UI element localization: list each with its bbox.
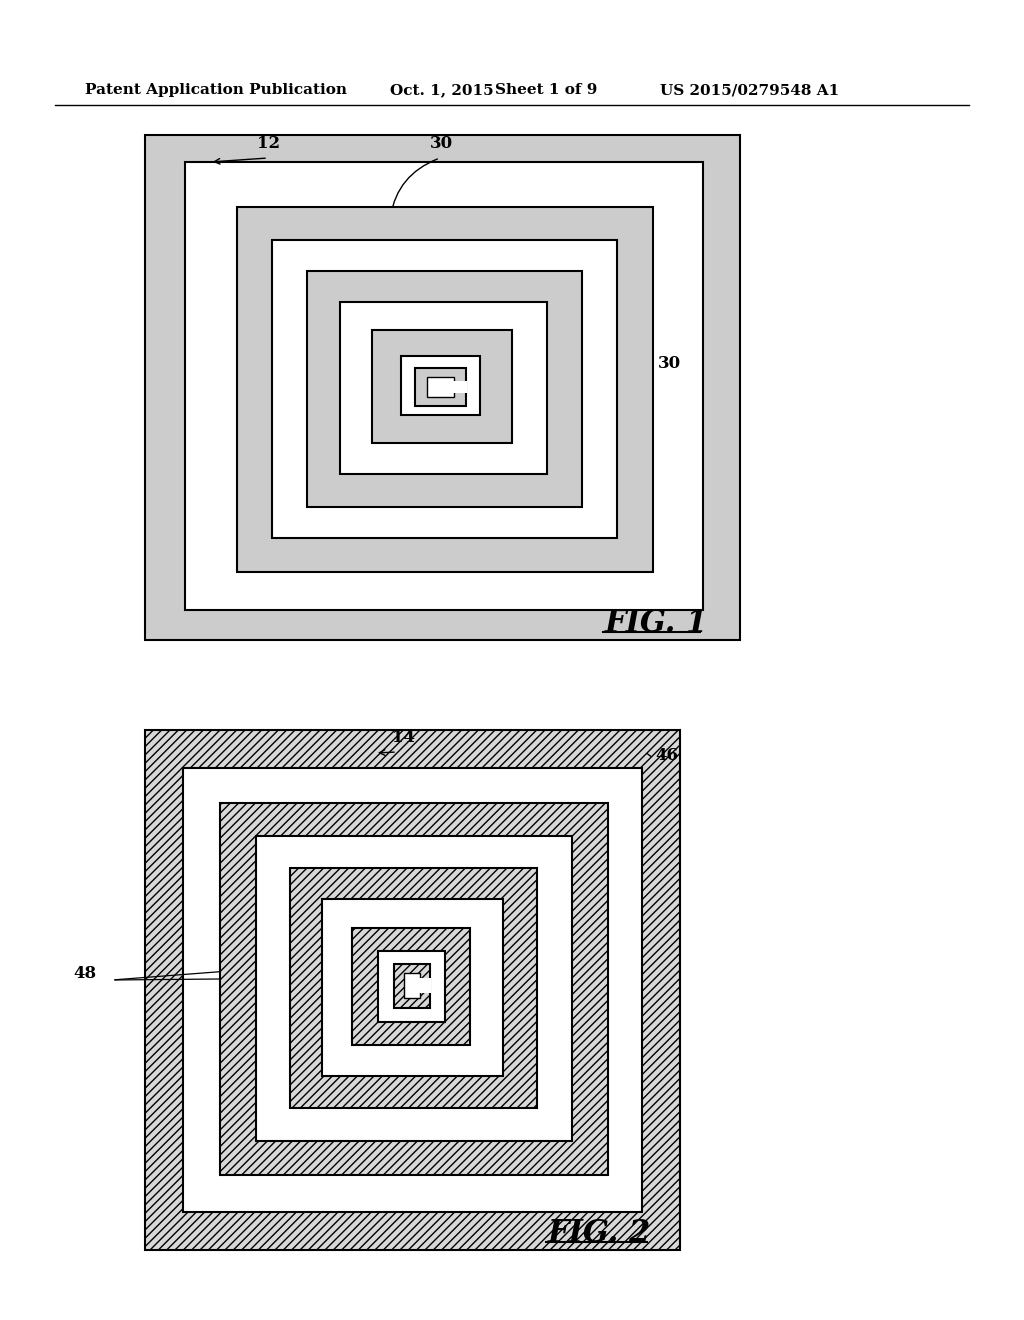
Bar	[237, 207, 653, 572]
Bar	[417, 978, 431, 993]
Text: 30: 30	[658, 355, 681, 372]
Bar	[450, 381, 467, 393]
Bar	[401, 356, 480, 414]
Bar	[307, 271, 582, 507]
Bar	[378, 950, 445, 1022]
Bar	[145, 135, 740, 640]
Bar	[322, 899, 503, 1076]
Text: Patent Application Publication: Patent Application Publication	[85, 83, 347, 96]
Text: 14: 14	[392, 729, 415, 746]
Bar	[404, 973, 420, 998]
Bar	[340, 302, 547, 474]
Text: 48: 48	[73, 965, 96, 982]
Bar	[394, 964, 430, 1008]
Bar	[220, 803, 608, 1175]
Text: Oct. 1, 2015: Oct. 1, 2015	[390, 83, 494, 96]
Bar	[415, 368, 466, 407]
Bar	[145, 730, 680, 1250]
Bar	[427, 378, 454, 397]
Text: 12: 12	[257, 135, 281, 152]
Bar	[183, 768, 642, 1212]
Text: Sheet 1 of 9: Sheet 1 of 9	[495, 83, 597, 96]
Bar	[256, 836, 572, 1140]
Text: US 2015/0279548 A1: US 2015/0279548 A1	[660, 83, 840, 96]
Text: 46: 46	[655, 747, 678, 764]
Bar	[290, 869, 537, 1107]
Bar	[352, 928, 470, 1045]
Bar	[272, 240, 617, 539]
Bar	[372, 330, 512, 444]
Bar	[185, 162, 703, 610]
Text: FIG. 1: FIG. 1	[605, 607, 709, 639]
Text: FIG. 2: FIG. 2	[548, 1217, 651, 1249]
Text: 30: 30	[430, 135, 454, 152]
